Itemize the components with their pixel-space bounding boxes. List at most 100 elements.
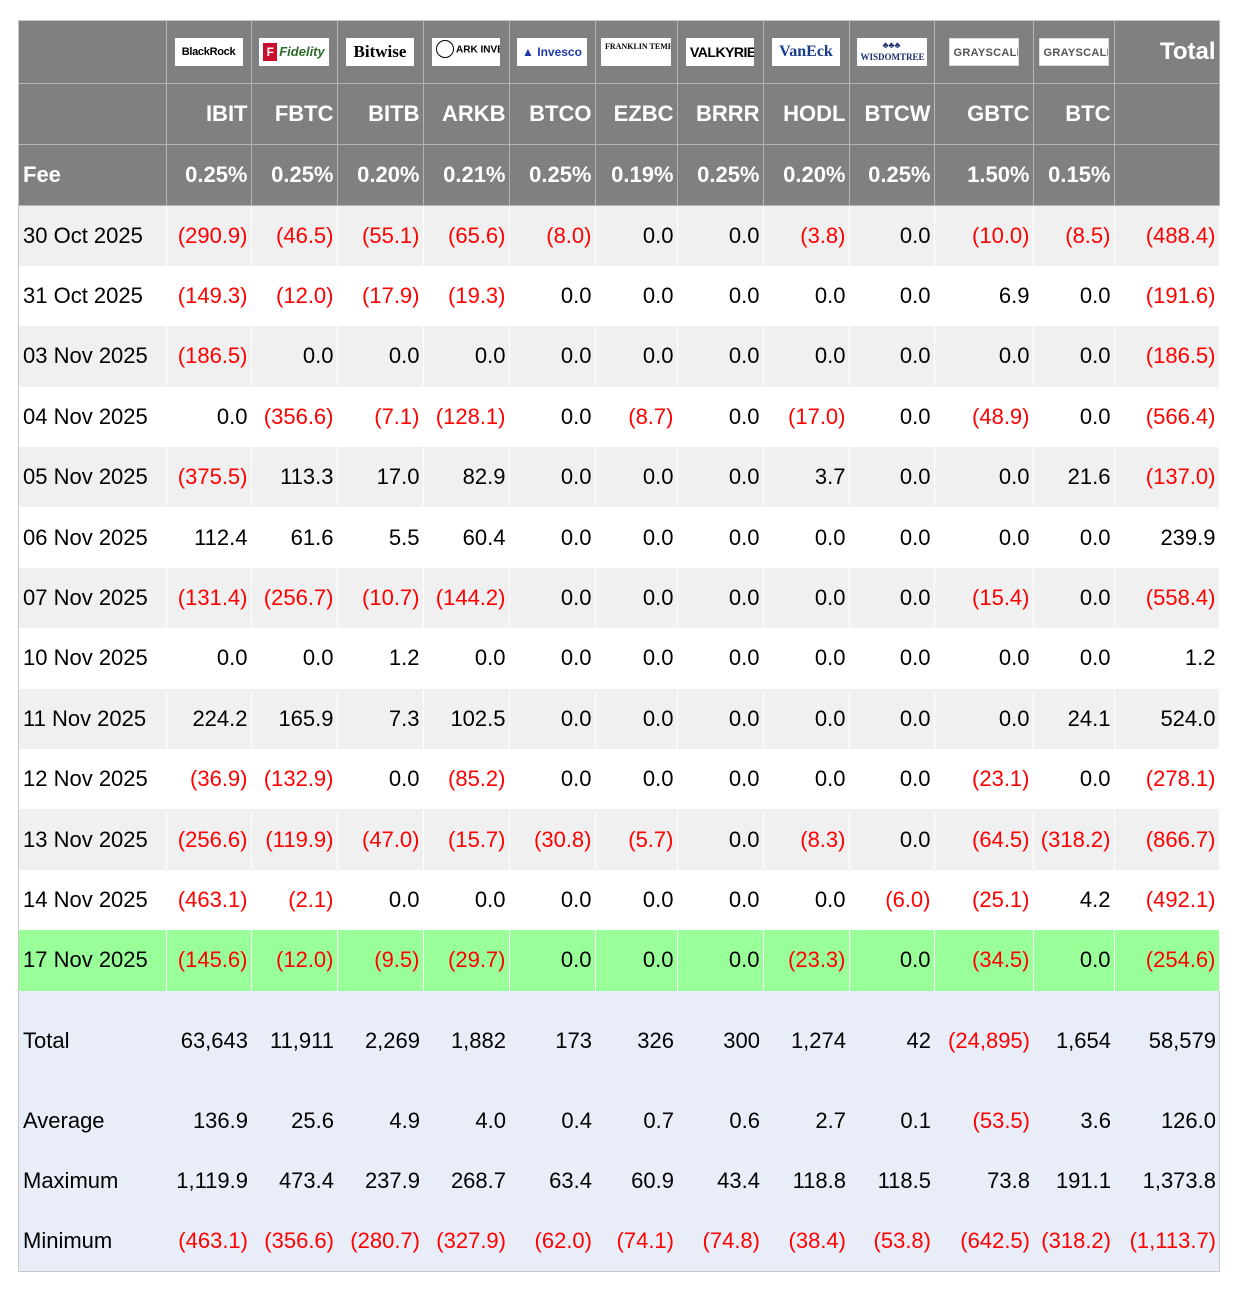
flow-value-cell: (23.3) — [763, 930, 850, 991]
daily-row-label: 13 Nov 2025 — [19, 809, 167, 870]
flow-value-cell: 268.7 — [423, 1150, 509, 1211]
flow-value-cell: (280.7) — [337, 1210, 423, 1271]
wisdomtree-logo-icon: ♣♣♣ WISDOMTREE — [856, 38, 927, 67]
daily-row-label: 03 Nov 2025 — [19, 326, 167, 387]
flow-value-cell: (318.2) — [1033, 1210, 1114, 1271]
daily-row-label: 05 Nov 2025 — [19, 447, 167, 508]
flow-value-cell: (1,113.7) — [1114, 1210, 1219, 1271]
franklin-templeton-logo-icon: FRANKLIN TEMPLETON — [601, 38, 671, 67]
flow-value-cell: 1.2 — [337, 628, 424, 689]
flow-value-cell: (191.6) — [1114, 265, 1220, 327]
flow-value-cell: 0.0 — [509, 326, 596, 387]
flow-value-cell: 0.0 — [595, 447, 678, 508]
flow-value-cell: 0.1 — [849, 1090, 934, 1151]
flow-value-cell: (256.6) — [166, 809, 252, 870]
flow-value-cell: 473.4 — [251, 1150, 337, 1211]
flow-value-cell: 0.0 — [849, 809, 935, 870]
flow-value-cell: (48.9) — [934, 386, 1034, 448]
flow-value-cell: (327.9) — [423, 1210, 509, 1271]
stats-row: Average 136.9 25.6 4.9 4.0 0.4 0.7 0.6 2.7 0.1 (53… — [19, 1090, 1219, 1151]
flow-value-cell: (74.1) — [595, 1210, 677, 1271]
grayscale-logo-icon: GRAYSCALE — [948, 38, 1019, 67]
flow-value-cell: (64.5) — [934, 809, 1034, 870]
logo-cell: ♣♣♣ WISDOMTREE — [849, 21, 935, 84]
flow-value-cell: 0.0 — [1033, 567, 1115, 629]
flow-value-cell: 0.0 — [595, 869, 678, 931]
flow-value-cell: 3.7 — [763, 447, 850, 508]
flow-value-cell: (356.6) — [251, 386, 338, 448]
flow-value-cell: 136.9 — [166, 1090, 251, 1151]
flow-value-cell: (85.2) — [423, 749, 510, 810]
total-column-header: Total — [1114, 21, 1220, 84]
flow-value-cell: 1,274 — [763, 990, 849, 1091]
flow-value-cell: (254.6) — [1114, 930, 1220, 991]
flow-value-cell: (149.3) — [166, 265, 252, 327]
flow-value-cell: 0.0 — [509, 628, 596, 689]
fee-cell: 0.20% — [337, 144, 424, 206]
ticker-cell: BTCO — [509, 83, 596, 145]
flow-value-cell: (131.4) — [166, 567, 252, 629]
flow-value-cell: 0.0 — [423, 628, 510, 689]
logo-cell: F Fidelity — [251, 21, 338, 84]
flow-value-cell: 0.0 — [934, 447, 1034, 508]
flow-value-cell: 0.0 — [849, 628, 935, 689]
flow-value-cell: 0.0 — [677, 688, 764, 750]
flow-value-cell: (74.8) — [677, 1210, 763, 1271]
flow-value-cell: (8.0) — [509, 205, 596, 266]
flow-value-cell: (375.5) — [166, 447, 252, 508]
ticker-cell: GBTC — [934, 83, 1034, 145]
fee-cell: 0.25% — [849, 144, 935, 206]
flow-value-cell: (8.5) — [1033, 205, 1115, 266]
daily-row-label: 31 Oct 2025 — [19, 265, 167, 327]
flow-value-cell: 2.7 — [763, 1090, 849, 1151]
invesco-logo-icon: ▲ Invesco — [517, 38, 587, 67]
vaneck-logo-icon: VanEck — [772, 38, 840, 67]
flow-value-cell: 0.0 — [763, 326, 850, 387]
flow-value-cell: 1.2 — [1114, 628, 1220, 689]
ticker-cell: FBTC — [251, 83, 338, 145]
flow-value-cell: (2.1) — [251, 869, 338, 931]
flow-value-cell: 0.0 — [849, 326, 935, 387]
valkyrie-logo-icon: VALKYRIE — [686, 38, 754, 67]
flow-value-cell: 0.0 — [934, 507, 1034, 568]
fee-cell: 0.25% — [251, 144, 338, 206]
flow-value-cell: 3.6 — [1033, 1090, 1114, 1151]
flow-value-cell: (36.9) — [166, 749, 252, 810]
flow-value-cell: 0.0 — [166, 386, 252, 448]
flow-value-cell: 165.9 — [251, 688, 338, 750]
flow-value-cell: 73.8 — [934, 1150, 1033, 1211]
ticker-cell: IBIT — [166, 83, 252, 145]
flow-value-cell: (10.7) — [337, 567, 424, 629]
flow-value-cell: (558.4) — [1114, 567, 1220, 629]
flow-value-cell: 61.6 — [251, 507, 338, 568]
flow-value-cell: (8.7) — [595, 386, 678, 448]
stats-row: Total 63,643 11,911 2,269 1,882 173 326 300 1,27… — [19, 990, 1219, 1091]
flow-value-cell: 11,911 — [251, 990, 337, 1091]
flow-value-cell: (186.5) — [166, 326, 252, 387]
flow-value-cell: 0.0 — [595, 567, 678, 629]
flow-value-cell: 0.0 — [1033, 507, 1115, 568]
logo-cell: GRAYSCALE — [1033, 21, 1115, 84]
daily-row: 04 Nov 2025 0.0 (356.6) (7.1) (128.1) 0.0 (8.7… — [19, 386, 1220, 448]
logo-cell: ARK INVEST — [423, 21, 510, 84]
flow-value-cell: 0.0 — [934, 628, 1034, 689]
empty-header-cell — [1114, 144, 1220, 206]
ticker-cell: BTCW — [849, 83, 935, 145]
flow-value-cell: 0.0 — [337, 749, 424, 810]
daily-row: 06 Nov 2025 112.4 61.6 5.5 60.4 0.0 0.0 0.0 0.0 0… — [19, 507, 1220, 568]
flow-value-cell: 4.0 — [423, 1090, 509, 1151]
flow-value-cell: (137.0) — [1114, 447, 1220, 508]
ticker-cell: HODL — [763, 83, 850, 145]
daily-row-label: 17 Nov 2025 — [19, 930, 167, 991]
daily-row: 17 Nov 2025 (145.6) (12.0) (9.5) (29.7) 0.0 0.… — [19, 930, 1220, 991]
flow-value-cell: 0.0 — [677, 447, 764, 508]
flow-value-cell: 239.9 — [1114, 507, 1220, 568]
flow-value-cell: (53.5) — [934, 1090, 1033, 1151]
fee-cell: 0.21% — [423, 144, 510, 206]
flow-value-cell: 173 — [509, 990, 595, 1091]
flow-value-cell: 0.0 — [763, 749, 850, 810]
daily-row: 03 Nov 2025 (186.5) 0.0 0.0 0.0 0.0 0.0 0.0 0.0 0… — [19, 326, 1220, 387]
flow-value-cell: 191.1 — [1033, 1150, 1114, 1211]
